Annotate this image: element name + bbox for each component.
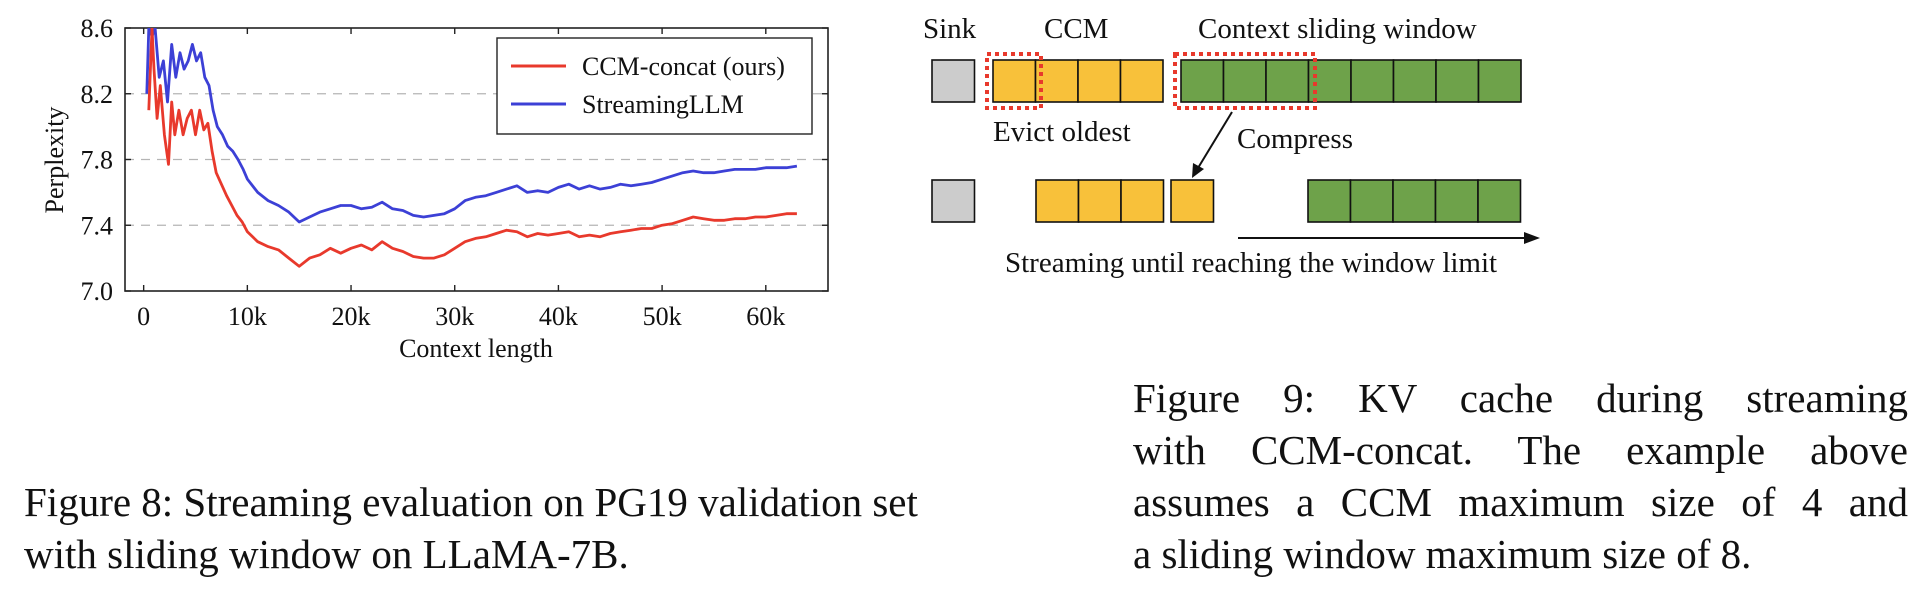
window-cell: [1392, 179, 1437, 223]
streaming-arrowhead: [1524, 232, 1540, 244]
window-label: Context sliding window: [1198, 13, 1477, 45]
sink-cell: [931, 179, 976, 223]
compress-arrow: [1197, 111, 1233, 169]
series-line-streamingllm: [145, 28, 798, 224]
window-cell: [1307, 179, 1352, 223]
series-line-ccm-concat: [147, 28, 797, 268]
window-cell: [1435, 59, 1480, 103]
ccm-cell: [1077, 179, 1122, 223]
caption-line: a sliding window maximum size of 8.: [1133, 531, 1752, 577]
x-tick-label: 50k: [643, 302, 682, 331]
ccm-cell: [1119, 59, 1164, 103]
window-cell: [1392, 59, 1437, 103]
y-tick-label: 8.6: [81, 14, 114, 43]
window-cell: [1265, 59, 1310, 103]
window-cell: [1434, 179, 1479, 223]
x-tick-label: 40k: [539, 302, 578, 331]
y-tick-label: 7.0: [81, 277, 114, 306]
window-cell: [1180, 59, 1225, 103]
x-ticks: 0 10k 20k 30k 40k 50k 60k: [137, 28, 785, 331]
ccm-label: CCM: [1044, 13, 1108, 45]
ccm-cell: [992, 59, 1037, 103]
window-cell: [1222, 59, 1267, 103]
figure-8-caption: Figure 8: Streaming evaluation on PG19 v…: [24, 476, 1084, 580]
compressed-ccm-cell: [1170, 179, 1215, 223]
y-tick-label: 8.2: [81, 80, 114, 109]
legend-box: [496, 37, 813, 135]
evict-highlight-box: [985, 52, 1043, 110]
y-axis-label: Perplexity: [40, 107, 69, 214]
compress-arrowhead: [1192, 163, 1204, 178]
x-tick-label: 30k: [435, 302, 474, 331]
y-ticks: 7.0 7.4 7.8 8.2 8.6: [81, 14, 828, 306]
compress-highlight-box: [1173, 52, 1317, 110]
caption-line: Figure 9: KV cache during streaming: [1133, 375, 1908, 421]
y-tick-label: 7.8: [81, 146, 114, 175]
figure-9-caption: Figure 9: KV cache during streaming with…: [1133, 372, 1908, 580]
x-tick-label: 10k: [228, 302, 267, 331]
series-lines: [145, 28, 798, 268]
caption-line: with sliding window on LLaMA-7B.: [24, 531, 629, 577]
ccm-cell: [1035, 179, 1080, 223]
window-cell: [1349, 179, 1394, 223]
streaming-label: Streaming until reaching the window limi…: [1005, 247, 1497, 279]
legend: CCM-concat (ours) StreamingLLM: [496, 37, 813, 135]
caption-line: Figure 8: Streaming evaluation on PG19 v…: [24, 479, 918, 525]
sink-label: Sink: [923, 13, 977, 45]
x-tick-label: 60k: [746, 302, 785, 331]
legend-label-streamingllm: StreamingLLM: [582, 90, 744, 119]
ccm-cell: [1077, 59, 1122, 103]
window-cell: [1350, 59, 1395, 103]
kv-cache-diagram: CCM Context sliding window Evict oldest Com…: [931, 13, 1540, 279]
y-tick-label: 7.4: [81, 211, 114, 240]
ccm-cell: [1120, 179, 1165, 223]
evict-label: Evict oldest: [993, 116, 1131, 148]
x-tick-label: 20k: [332, 302, 371, 331]
window-cell: [1477, 59, 1522, 103]
caption-line: assumes a CCM maximum size of 4 and: [1133, 479, 1908, 525]
grid-lines: [125, 93, 828, 226]
compress-label: Compress: [1237, 123, 1353, 155]
figure-9-diagram: Sink CCM Context sliding window Evict olde…: [923, 13, 1540, 279]
x-axis-label: Context length: [399, 334, 553, 363]
window-cell: [1477, 179, 1522, 223]
figure-8-chart: 0 10k 20k 30k 40k 50k 60k 7.0 7.4 7.8 8.2 8.6 Cont…: [40, 14, 829, 363]
sink-cell: [931, 59, 976, 103]
x-tick-label: 0: [137, 302, 150, 331]
caption-line: with CCM-concat. The example above: [1133, 427, 1908, 473]
legend-label-ccm-concat: CCM-concat (ours): [582, 52, 785, 81]
